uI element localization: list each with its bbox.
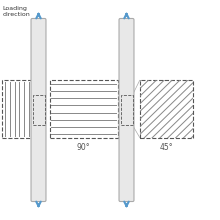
FancyBboxPatch shape — [31, 18, 46, 202]
Bar — [50, 80, 118, 138]
Bar — [140, 80, 192, 138]
Text: Loading
direction: Loading direction — [2, 6, 30, 17]
Bar — [121, 95, 133, 125]
Bar — [2, 80, 32, 138]
Bar — [50, 80, 118, 138]
Bar — [33, 95, 45, 125]
FancyBboxPatch shape — [119, 18, 134, 202]
Bar — [2, 80, 32, 138]
Text: 90°: 90° — [77, 143, 90, 152]
Bar — [140, 80, 192, 138]
Text: 45°: 45° — [159, 143, 173, 152]
Bar — [140, 80, 192, 138]
